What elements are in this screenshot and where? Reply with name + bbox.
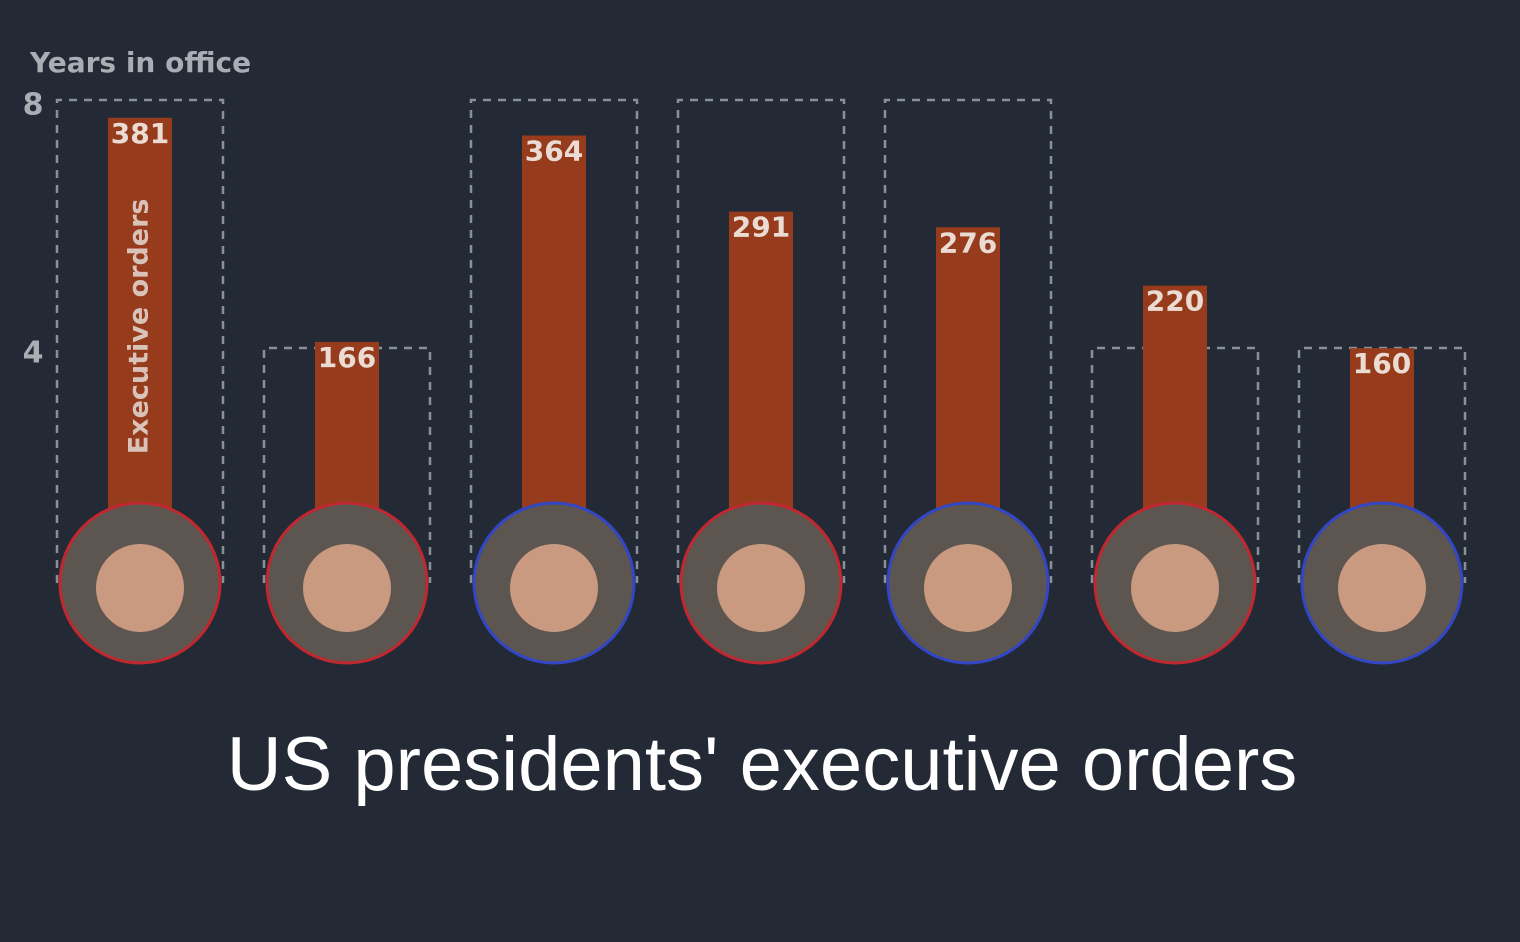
years-box: [1297, 346, 1467, 583]
series-label: Executive orders: [124, 199, 155, 455]
bar-value-label: 291: [732, 211, 790, 244]
years-box: [469, 98, 639, 583]
portrait-face: [96, 544, 184, 632]
years-box: [883, 98, 1053, 583]
years-box: [55, 98, 225, 583]
bar-value-label: 276: [939, 226, 997, 259]
bar-value-label: 220: [1146, 285, 1204, 318]
portrait-face: [510, 544, 598, 632]
chart-title: US presidents' executive orders: [227, 722, 1298, 807]
portrait-face: [1338, 544, 1426, 632]
portrait-face: [303, 544, 391, 632]
bar-value-label: 364: [525, 135, 583, 168]
years-box: [676, 98, 846, 583]
portrait-face: [924, 544, 1012, 632]
y-axis-label: Years in office: [29, 46, 251, 79]
y-tick-label: 4: [23, 336, 44, 371]
portrait-face: [1131, 544, 1219, 632]
bar-value-label: 166: [318, 341, 376, 374]
y-tick-label: 8: [23, 88, 44, 123]
portrait-face: [717, 544, 805, 632]
bar-value-label: 381: [111, 117, 169, 150]
bar-value-label: 160: [1353, 347, 1411, 380]
